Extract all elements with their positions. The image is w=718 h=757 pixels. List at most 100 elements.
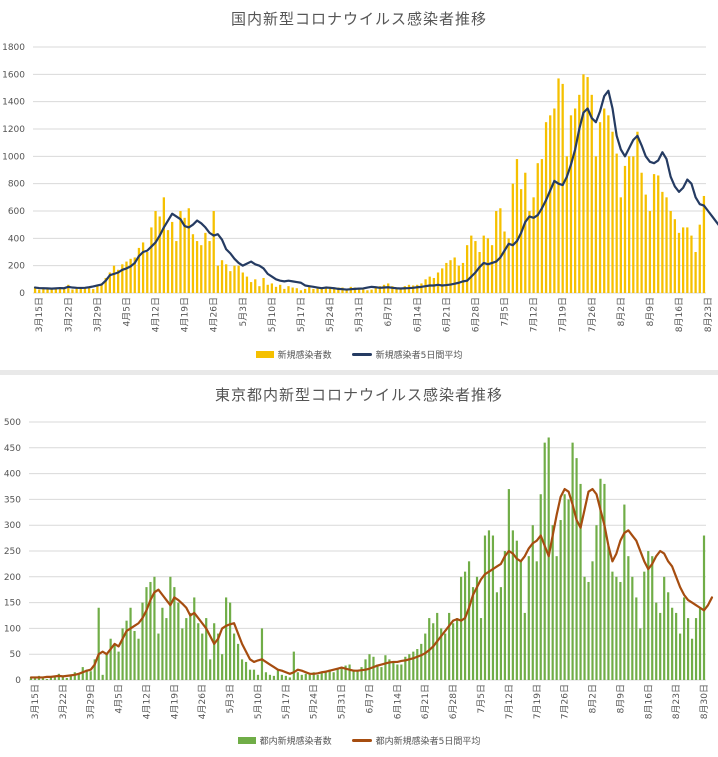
bar <box>441 268 444 293</box>
bar <box>647 551 650 680</box>
bar <box>445 262 448 293</box>
bar <box>603 483 606 680</box>
bar <box>213 623 216 680</box>
bar <box>471 587 475 680</box>
bar <box>133 257 136 293</box>
bar <box>682 227 685 293</box>
x-tick-label: 8月2日 <box>616 297 627 326</box>
x-tick-label: 3月29日 <box>92 297 103 332</box>
x-tick-label: 3月15日 <box>34 297 45 332</box>
bar <box>400 664 403 680</box>
bar <box>578 94 581 293</box>
bar <box>33 286 37 293</box>
bar <box>185 618 188 680</box>
x-tick-label: 8月23日 <box>671 684 682 719</box>
bar <box>162 197 166 293</box>
y-tick-label: 1600 <box>2 70 25 80</box>
bar <box>424 633 427 680</box>
bar <box>479 618 483 680</box>
bar <box>308 674 311 680</box>
bar <box>101 674 104 680</box>
bar <box>125 261 128 293</box>
x-tick-label: 4月26日 <box>209 297 220 332</box>
bar <box>694 252 697 293</box>
bar <box>87 287 91 293</box>
panel-divider <box>0 370 718 375</box>
x-tick-label: 8月23日 <box>703 297 714 332</box>
bar <box>205 618 208 680</box>
bar <box>503 231 506 293</box>
bar <box>575 458 578 680</box>
bar <box>547 437 550 680</box>
legend-swatch-line <box>351 739 372 742</box>
bar <box>197 623 200 680</box>
bar <box>474 241 477 293</box>
chart-title: 国内新型コロナウイルス感染者推移 <box>230 10 487 28</box>
bar <box>158 216 161 293</box>
bar <box>312 288 315 293</box>
bar <box>141 242 145 293</box>
bar <box>303 288 307 293</box>
x-tick-label: 3月15日 <box>30 684 41 719</box>
bar <box>300 674 303 680</box>
bar <box>690 235 693 293</box>
bar <box>288 677 291 680</box>
bar <box>487 530 491 680</box>
bar <box>240 659 244 680</box>
bar <box>563 494 566 680</box>
bar <box>189 612 192 680</box>
bar <box>652 174 656 293</box>
bar <box>260 628 264 680</box>
bar <box>129 607 132 680</box>
bar <box>276 669 279 680</box>
bar <box>266 284 269 293</box>
bar <box>571 442 574 680</box>
x-tick-label: 6月7日 <box>364 684 375 713</box>
bar <box>408 654 411 680</box>
y-tick-label: 0 <box>19 289 25 299</box>
y-tick-label: 50 <box>10 650 22 660</box>
bar <box>201 633 204 680</box>
bar <box>690 638 694 680</box>
bar <box>291 287 294 293</box>
bar <box>448 612 451 680</box>
bar <box>659 612 662 680</box>
bar <box>324 670 327 680</box>
bar <box>527 556 530 680</box>
bar <box>679 633 682 680</box>
bar <box>345 290 348 293</box>
bar <box>157 633 160 680</box>
bar <box>380 667 383 680</box>
bar <box>478 252 481 293</box>
legend-swatch-line <box>351 353 372 356</box>
bar <box>29 677 33 680</box>
bar <box>503 551 506 680</box>
x-tick-label: 6月14日 <box>412 297 423 332</box>
bar <box>499 587 503 680</box>
bar <box>603 108 606 293</box>
bar <box>241 272 244 293</box>
bar <box>370 289 373 293</box>
bar <box>89 671 92 680</box>
bar <box>81 667 84 680</box>
x-tick-label: 5月10日 <box>267 297 278 332</box>
bar <box>150 227 153 293</box>
x-tick-label: 5月10日 <box>253 684 264 719</box>
bar <box>531 525 534 680</box>
y-tick-label: 1000 <box>2 152 25 162</box>
bar <box>191 234 195 293</box>
bar <box>594 156 598 293</box>
x-tick-label: 6月28日 <box>448 684 459 719</box>
y-tick-label: 200 <box>8 262 25 272</box>
bar <box>583 576 586 680</box>
x-tick-label: 5月31日 <box>354 297 365 332</box>
bar <box>45 678 49 680</box>
bar <box>105 654 108 680</box>
bar <box>444 633 447 680</box>
bar <box>125 620 128 680</box>
bar <box>388 659 391 680</box>
bar <box>100 284 103 293</box>
bar <box>79 287 82 293</box>
x-tick-label: 7月26日 <box>560 684 571 719</box>
bar <box>586 77 589 293</box>
